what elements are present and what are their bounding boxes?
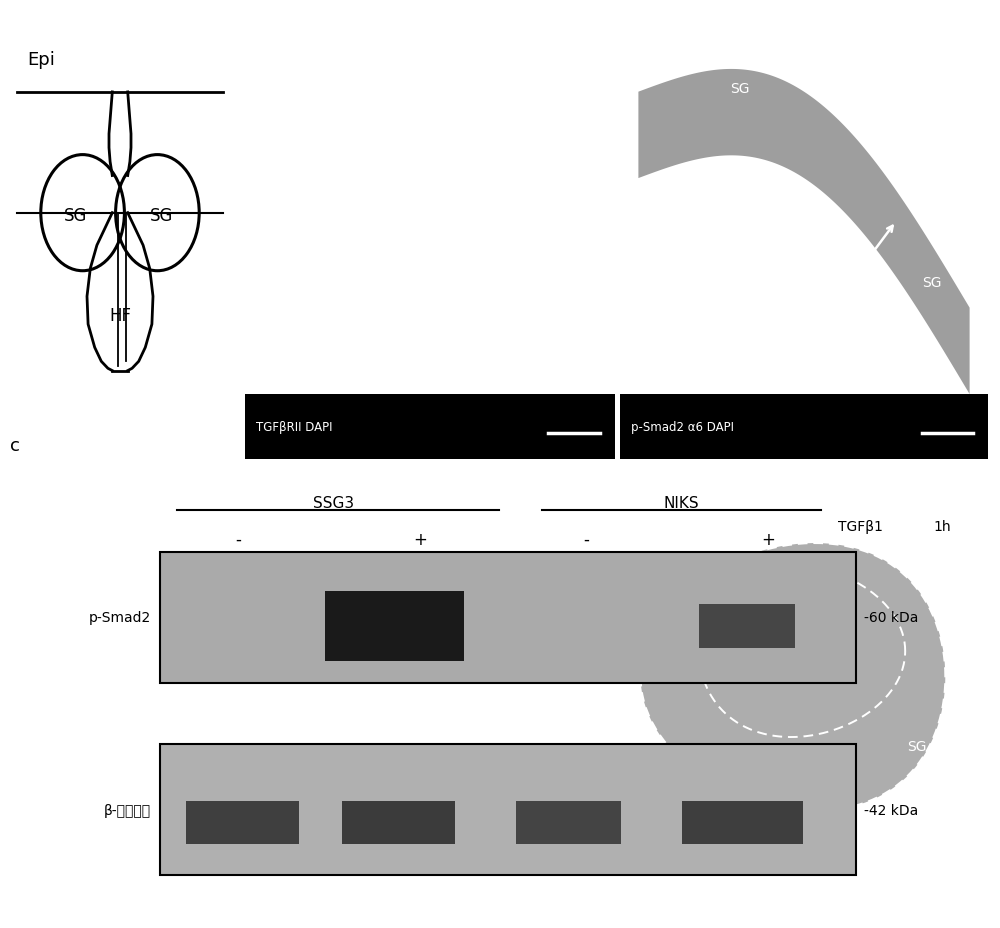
Text: b': b' [629,472,645,487]
Text: +: + [762,530,776,548]
Text: p-Smad2 α6 DAPI: p-Smad2 α6 DAPI [631,420,734,433]
Text: TGFβ1: TGFβ1 [838,519,883,534]
Text: SG: SG [730,82,750,96]
FancyBboxPatch shape [160,744,856,875]
Bar [245,394,615,459]
Text: b: b [629,29,640,44]
Text: +: + [414,530,428,548]
Text: a: a [254,29,265,44]
Text: HF: HF [548,30,567,44]
Text: SG: SG [64,207,88,225]
FancyBboxPatch shape [699,605,795,649]
FancyBboxPatch shape [516,801,621,844]
FancyBboxPatch shape [342,801,455,844]
Text: SG: SG [349,168,368,182]
Bar [620,394,988,459]
FancyBboxPatch shape [160,552,856,683]
Text: p-Smad2: p-Smad2 [89,611,151,625]
Text: NIKS: NIKS [664,496,699,510]
Text: -60 kDa: -60 kDa [864,611,919,625]
Text: SG: SG [797,598,816,612]
Text: a': a' [297,82,309,96]
Text: TGFβRII DAPI: TGFβRII DAPI [256,420,333,433]
FancyBboxPatch shape [186,801,299,844]
FancyBboxPatch shape [325,592,464,662]
Text: a': a' [254,472,269,487]
Text: -: - [235,530,241,548]
Text: -: - [583,530,589,548]
Text: 1h: 1h [934,519,952,534]
Text: HF: HF [109,306,131,325]
Text: SSG3: SSG3 [313,496,354,510]
Text: -42 kDa: -42 kDa [864,803,919,817]
Text: SG: SG [150,207,173,225]
Bar [289,84,467,265]
Text: SG: SG [922,276,941,290]
Text: β-肌动蛋白: β-肌动蛋白 [104,803,151,817]
Polygon shape [638,70,970,394]
Text: c: c [10,436,20,454]
FancyBboxPatch shape [682,801,803,844]
Text: SG: SG [519,198,538,213]
Polygon shape [641,544,945,811]
Text: HF: HF [293,30,311,44]
Text: SG: SG [907,739,927,754]
Text: Epi: Epi [28,51,55,69]
Text: p-Smad2: p-Smad2 [631,861,684,874]
